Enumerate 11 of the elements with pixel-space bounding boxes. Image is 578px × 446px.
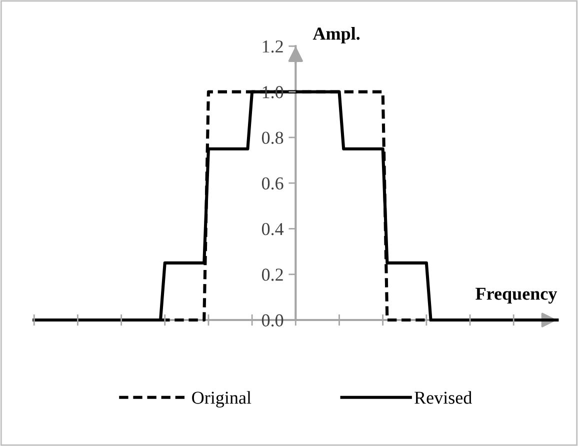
y-axis-title: Ampl. <box>312 27 360 44</box>
y-tick-label: 0.6 <box>262 177 284 190</box>
y-tick-label: 0.0 <box>262 314 284 327</box>
y-tick-label: 0.8 <box>262 132 284 144</box>
y-tick-label: 1.0 <box>262 86 284 98</box>
legend-label: Revised <box>414 391 472 404</box>
y-tick-label: 0.4 <box>262 222 284 236</box>
y-tick-label: 1.2 <box>262 40 283 53</box>
x-axis-title: Frequency <box>476 288 558 304</box>
y-tick-label: 0.2 <box>262 268 283 281</box>
legend-label: Original <box>192 391 252 408</box>
